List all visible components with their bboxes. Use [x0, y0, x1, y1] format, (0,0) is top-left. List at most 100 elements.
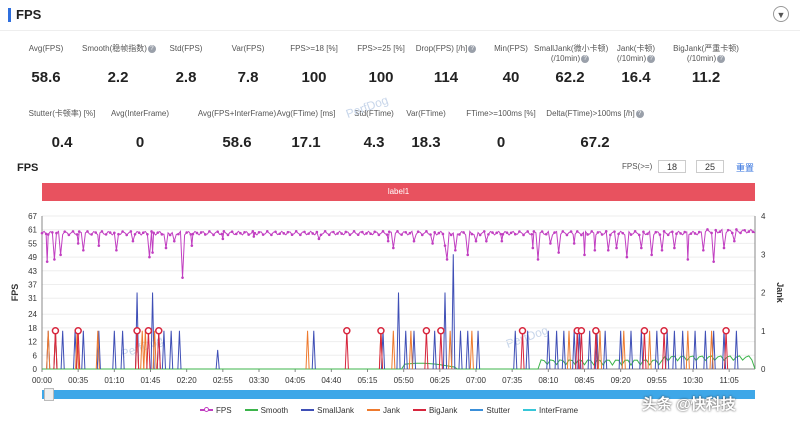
threshold-input-1[interactable]: 18	[658, 160, 686, 173]
fps-point	[673, 246, 676, 250]
help-icon[interactable]: ?	[581, 54, 590, 63]
help-icon[interactable]: ?	[635, 109, 644, 118]
fps-point	[365, 232, 368, 235]
legend-item-jank[interactable]: Jank	[367, 404, 400, 416]
fps-point	[221, 237, 225, 241]
section-title: FPS	[16, 7, 42, 22]
bigjank-marker	[422, 327, 431, 335]
stat-label: Jank(卡顿)	[600, 44, 672, 54]
y-tick-label: 67	[28, 212, 37, 221]
fps-point	[216, 230, 219, 233]
bigjank-marker	[144, 327, 153, 335]
stat-r1-7: Min(FPS) 40	[475, 44, 547, 87]
bigjank-marker	[640, 327, 649, 335]
smalljank-spike	[403, 330, 408, 370]
smalljank-spike	[561, 330, 566, 370]
fps-point	[530, 232, 534, 236]
fps-point	[265, 230, 269, 233]
fps-point	[590, 230, 594, 233]
bigjank-spike	[520, 330, 525, 370]
legend-item-stutter[interactable]: Stutter	[470, 404, 510, 416]
fps-point	[257, 230, 261, 234]
legend-item-fps[interactable]: FPS	[200, 404, 232, 416]
fps-point	[718, 230, 722, 233]
bigjank-marker	[133, 327, 141, 335]
x-tick-label: 03:30	[249, 376, 270, 385]
y2-tick-label: 0	[761, 365, 766, 374]
legend-item-smooth[interactable]: Smooth	[244, 404, 288, 416]
jank-spike	[469, 330, 474, 370]
fps-point	[491, 231, 494, 234]
x-tick-label: 00:35	[68, 376, 89, 385]
fps-point	[115, 248, 118, 252]
fps-point	[706, 228, 709, 231]
bigjank-marker	[660, 327, 668, 335]
fps-point	[141, 231, 145, 235]
smalljank-spike	[546, 330, 551, 370]
fps-point	[722, 246, 726, 250]
smalljank-spike	[628, 330, 634, 370]
scrollbar-handle[interactable]	[44, 388, 54, 401]
fps-point	[730, 231, 734, 235]
fps-point	[230, 230, 234, 233]
legend-item-interframe[interactable]: InterFrame	[523, 404, 578, 416]
stat-r1-6: Drop(FPS) [/h]? 114	[410, 44, 482, 87]
fps-point	[164, 246, 168, 250]
smalljank-spike	[161, 330, 166, 370]
fps-point	[315, 230, 319, 234]
y2-tick-label: 4	[761, 212, 766, 221]
stat-r2-4: Std(FTime) 4.3	[344, 109, 404, 152]
stat-label-text: BigJank(严重卡顿)	[673, 44, 739, 53]
stat-label-unit: (/10min)?	[534, 54, 606, 64]
fps-point	[487, 233, 490, 236]
timeline-scrollbar[interactable]	[42, 390, 755, 399]
bigjank-marker	[577, 327, 586, 335]
stat-label: Var(FPS)	[212, 44, 284, 54]
fps-point	[561, 230, 565, 233]
bigjank-spike	[642, 330, 647, 370]
stat-label: BigJank(严重卡顿)	[670, 44, 742, 54]
stat-r2-1: Avg(InterFrame) 0	[104, 109, 176, 152]
threshold-label: FPS(>=)	[622, 162, 653, 171]
legend-swatch	[412, 409, 426, 411]
fps-point	[387, 230, 391, 234]
chevron-down-icon[interactable]: ▼	[773, 6, 789, 22]
stat-r1-1: Smooth(稳帧指数)? 2.2	[82, 44, 156, 87]
jank-spike	[566, 330, 572, 370]
legend-swatch	[367, 409, 381, 411]
help-icon[interactable]: ?	[717, 54, 726, 63]
jank-spike	[140, 330, 145, 370]
fps-point	[152, 231, 155, 235]
y2-tick-label: 1	[761, 327, 766, 336]
fps-point	[396, 230, 399, 233]
stat-r1-2: Std(FPS) 2.8	[150, 44, 222, 87]
fps-point	[46, 233, 50, 236]
fps-point	[462, 231, 465, 234]
smalljank-spike	[81, 330, 86, 370]
y-tick-label: 49	[28, 253, 37, 262]
smalljank-spike	[665, 330, 670, 370]
x-tick-label: 11:05	[719, 376, 739, 385]
help-icon[interactable]: ?	[647, 54, 656, 63]
x-tick-label: 02:20	[177, 376, 198, 385]
fps-point	[505, 231, 509, 234]
legend-item-bigjank[interactable]: BigJank	[412, 404, 457, 416]
reset-button[interactable]: 重置	[736, 163, 755, 173]
bigjank-spike	[344, 330, 349, 370]
bigjank-spike	[378, 330, 383, 370]
fps-point	[243, 230, 246, 234]
fps-point	[212, 233, 215, 237]
fps-point	[40, 231, 44, 235]
stat-label: Avg(FTime) [ms]	[270, 109, 342, 119]
threshold-input-2[interactable]: 25	[696, 160, 724, 173]
fps-point	[146, 232, 149, 236]
help-icon[interactable]: ?	[147, 44, 156, 53]
stat-label: Std(FTime)	[344, 109, 404, 119]
fps-point	[609, 233, 612, 237]
fps-point	[445, 258, 449, 261]
fps-point	[613, 230, 616, 233]
help-icon[interactable]: ?	[468, 44, 477, 53]
fps-point	[606, 248, 610, 252]
fps-point	[495, 231, 498, 235]
legend-item-smalljank[interactable]: SmallJank	[301, 404, 354, 416]
